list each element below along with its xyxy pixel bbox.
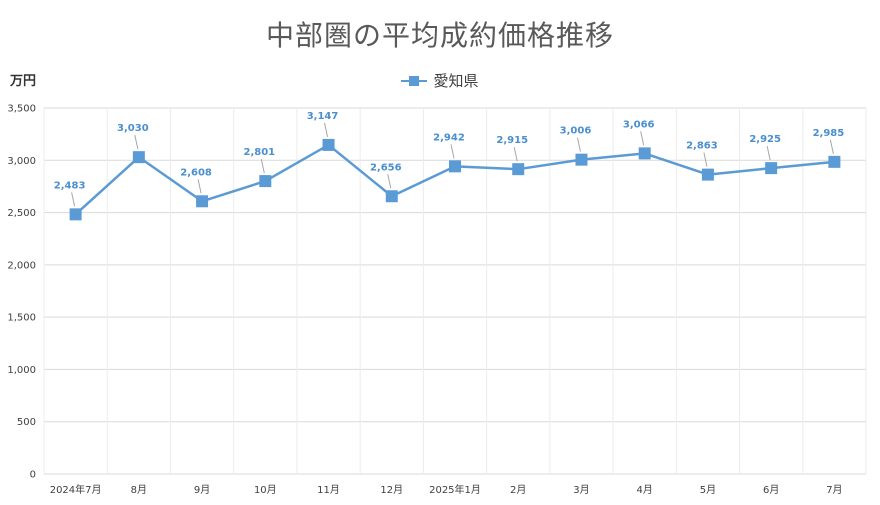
data-label: 2,985: [813, 128, 845, 139]
data-label: 2,925: [749, 134, 781, 145]
data-point-marker: [69, 208, 82, 221]
x-tick-label: 2025年1月: [429, 483, 481, 496]
x-tick-label: 10月: [254, 484, 277, 496]
data-point-marker: [512, 163, 525, 176]
y-tick-label: 3,000: [7, 156, 36, 167]
x-tick-label: 3月: [573, 484, 589, 496]
x-tick-label: 2024年7月: [50, 483, 102, 496]
data-label-leader: [829, 139, 834, 154]
data-label: 3,030: [117, 123, 149, 134]
data-label-leader: [766, 146, 771, 161]
data-label-leader: [260, 158, 265, 174]
data-label: 2,608: [180, 167, 212, 178]
data-label-leader: [703, 152, 708, 167]
data-label: 2,942: [433, 132, 465, 143]
data-label: 2,863: [686, 141, 718, 152]
data-label: 3,066: [623, 119, 655, 130]
data-point-marker: [701, 168, 714, 181]
data-label: 3,147: [307, 111, 339, 122]
data-label-leader: [576, 137, 581, 152]
legend-square: [409, 75, 420, 86]
y-tick-label: 0: [30, 470, 36, 481]
data-point-marker: [322, 138, 335, 151]
data-point-marker: [196, 195, 209, 208]
x-tick-label: 12月: [380, 484, 403, 496]
data-point-marker: [132, 151, 145, 164]
data-point-marker: [575, 153, 588, 166]
y-tick-label: 2,500: [7, 208, 36, 219]
data-label-leader: [134, 135, 139, 150]
data-label: 2,915: [496, 135, 528, 146]
data-label-leader: [387, 174, 392, 189]
chart-title: 中部圏の平均成約価格推移: [265, 19, 614, 52]
y-axis-unit-label: 万円: [10, 74, 37, 89]
y-tick-label: 1,500: [7, 313, 36, 324]
data-label-leader: [450, 144, 455, 159]
y-tick-label: 3,500: [7, 104, 36, 115]
data-label-leader: [71, 192, 76, 207]
x-tick-label: 11月: [317, 484, 340, 496]
x-tick-label: 4月: [637, 484, 653, 496]
data-point-marker: [638, 147, 651, 160]
y-tick-label: 2,000: [7, 260, 36, 271]
legend: 愛知県: [0, 70, 880, 91]
x-tick-label: 8月: [131, 484, 147, 496]
legend-label: 愛知県: [433, 72, 479, 90]
data-label-leader: [197, 179, 202, 194]
legend-marker-icon: [401, 75, 428, 87]
x-tick-label: 6月: [763, 484, 779, 496]
x-tick-label: 7月: [826, 484, 842, 496]
data-label: 3,006: [560, 126, 592, 137]
x-tick-label: 5月: [700, 484, 716, 496]
x-tick-label: 2月: [510, 484, 526, 496]
data-label: 2,656: [370, 162, 402, 173]
data-label-leader: [513, 147, 518, 162]
data-label-leader: [640, 131, 645, 146]
data-point-marker: [765, 162, 778, 175]
series-line: [74, 143, 835, 216]
y-tick-label: 500: [17, 417, 36, 428]
y-tick-label: 1,000: [7, 365, 36, 376]
x-tick-label: 9月: [194, 484, 210, 496]
data-point-marker: [385, 190, 398, 203]
data-label-leader: [324, 122, 329, 138]
data-point-marker: [828, 155, 841, 168]
data-label: 2,483: [54, 180, 86, 191]
data-label: 2,801: [243, 147, 275, 158]
data-point-marker: [259, 175, 272, 188]
data-point-marker: [449, 160, 461, 173]
